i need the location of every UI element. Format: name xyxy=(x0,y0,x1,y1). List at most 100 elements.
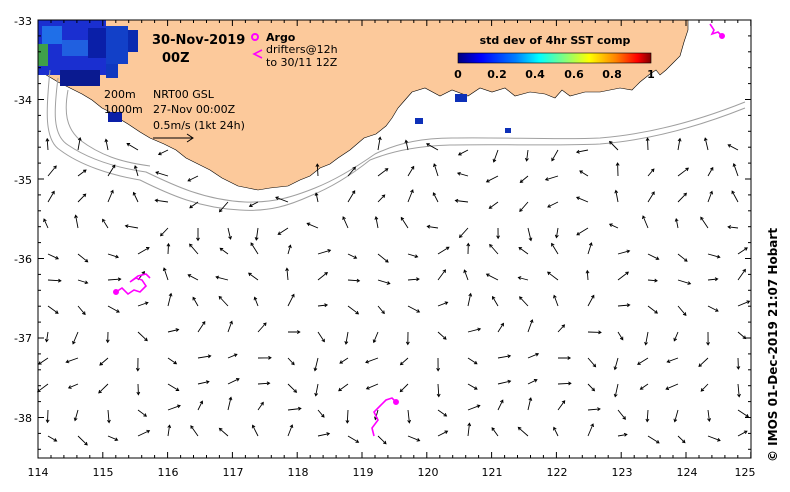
current-vector xyxy=(519,175,529,183)
current-vector xyxy=(192,296,199,307)
current-vector xyxy=(187,274,199,281)
current-vector xyxy=(575,196,589,203)
current-vector xyxy=(167,292,173,307)
current-vector xyxy=(519,296,529,307)
current-vector xyxy=(707,435,721,442)
current-vector xyxy=(45,409,50,424)
current-vector xyxy=(456,171,469,177)
contour-200-label: 200m xyxy=(104,88,136,101)
current-vector xyxy=(219,247,229,255)
current-vector xyxy=(287,383,298,393)
current-vector xyxy=(491,427,499,437)
current-vector xyxy=(99,357,109,366)
y-tick-label: -38 xyxy=(14,412,32,425)
current-vector xyxy=(132,191,139,203)
current-vector xyxy=(248,272,259,281)
current-vector xyxy=(407,165,415,177)
current-vector xyxy=(698,357,709,367)
current-vector xyxy=(437,269,447,281)
x-tick-label: 114 xyxy=(28,466,49,479)
current-vector xyxy=(315,163,320,177)
current-vector xyxy=(277,227,289,235)
current-vector xyxy=(677,253,688,262)
current-vector xyxy=(585,269,590,281)
current-vector xyxy=(437,331,447,340)
current-vector xyxy=(467,327,482,333)
current-vector xyxy=(399,357,409,366)
current-vector xyxy=(47,253,59,260)
current-vector xyxy=(587,383,596,392)
current-vector xyxy=(136,383,141,396)
current-vector xyxy=(404,139,409,151)
current-vector xyxy=(65,357,79,364)
y-tick-label: -36 xyxy=(14,253,32,266)
current-vector xyxy=(677,305,687,316)
current-vector xyxy=(377,194,386,203)
colorbar-tick: 0.4 xyxy=(525,68,545,81)
current-vector xyxy=(637,357,649,365)
current-vector xyxy=(737,247,748,255)
current-vector xyxy=(317,331,325,343)
current-vector xyxy=(405,331,410,346)
current-vector xyxy=(727,225,739,229)
x-tick-label: 116 xyxy=(158,466,179,479)
y-tick-label: -37 xyxy=(14,332,32,345)
current-vector xyxy=(344,331,349,345)
current-vector xyxy=(437,246,450,255)
current-vector xyxy=(527,379,538,385)
drifter-track xyxy=(709,23,723,37)
current-vector xyxy=(257,322,267,333)
current-vector xyxy=(197,380,210,385)
current-vector xyxy=(673,331,679,342)
current-vector xyxy=(137,429,151,437)
current-vector xyxy=(457,149,469,156)
current-vector xyxy=(107,189,114,203)
current-vector xyxy=(345,409,350,424)
current-vector xyxy=(400,216,409,229)
drifters-label: drifters@12h xyxy=(266,43,338,56)
drifter-track xyxy=(371,397,397,437)
current-vector xyxy=(137,331,148,342)
current-vector xyxy=(575,149,589,154)
current-vector xyxy=(190,425,199,437)
current-vector xyxy=(133,165,139,177)
scale-arrow xyxy=(153,133,194,143)
current-vector xyxy=(107,435,119,441)
current-vector xyxy=(197,400,204,411)
x-tick-label: 115 xyxy=(93,466,114,479)
current-vector xyxy=(43,218,49,229)
current-vector xyxy=(673,409,679,423)
current-vector xyxy=(613,357,619,371)
current-vector xyxy=(166,242,171,255)
current-vector xyxy=(372,331,379,344)
current-vector xyxy=(576,227,589,236)
current-vector xyxy=(614,189,619,203)
current-vector xyxy=(407,189,414,203)
current-vector xyxy=(347,166,356,177)
current-vector xyxy=(553,426,559,437)
current-vector xyxy=(587,407,601,412)
map-date: 30-Nov-2019 xyxy=(152,33,245,48)
current-vector xyxy=(253,296,259,307)
contour-1000-label: 1000m xyxy=(104,103,143,116)
x-axis: 114 115 116 117 118 119 120 121 122 123 … xyxy=(28,466,756,479)
current-vector xyxy=(107,277,122,282)
current-vector xyxy=(342,216,349,229)
current-vector xyxy=(74,214,79,229)
current-vector xyxy=(467,422,472,437)
current-vector xyxy=(587,242,593,255)
current-vector xyxy=(492,149,499,163)
current-vector xyxy=(215,275,229,281)
imos-credit: © IMOS 01-Dec-2019 21:07 Hobart xyxy=(766,227,780,462)
current-vector xyxy=(137,301,149,307)
current-vector xyxy=(426,224,439,229)
current-vector xyxy=(314,383,319,397)
current-vector xyxy=(47,190,55,203)
current-vector xyxy=(257,355,272,360)
current-vector xyxy=(587,330,602,335)
colorbar-tick: 1 xyxy=(647,68,655,81)
current-vector xyxy=(73,409,79,422)
current-vector xyxy=(197,320,206,333)
current-vector xyxy=(674,217,679,229)
